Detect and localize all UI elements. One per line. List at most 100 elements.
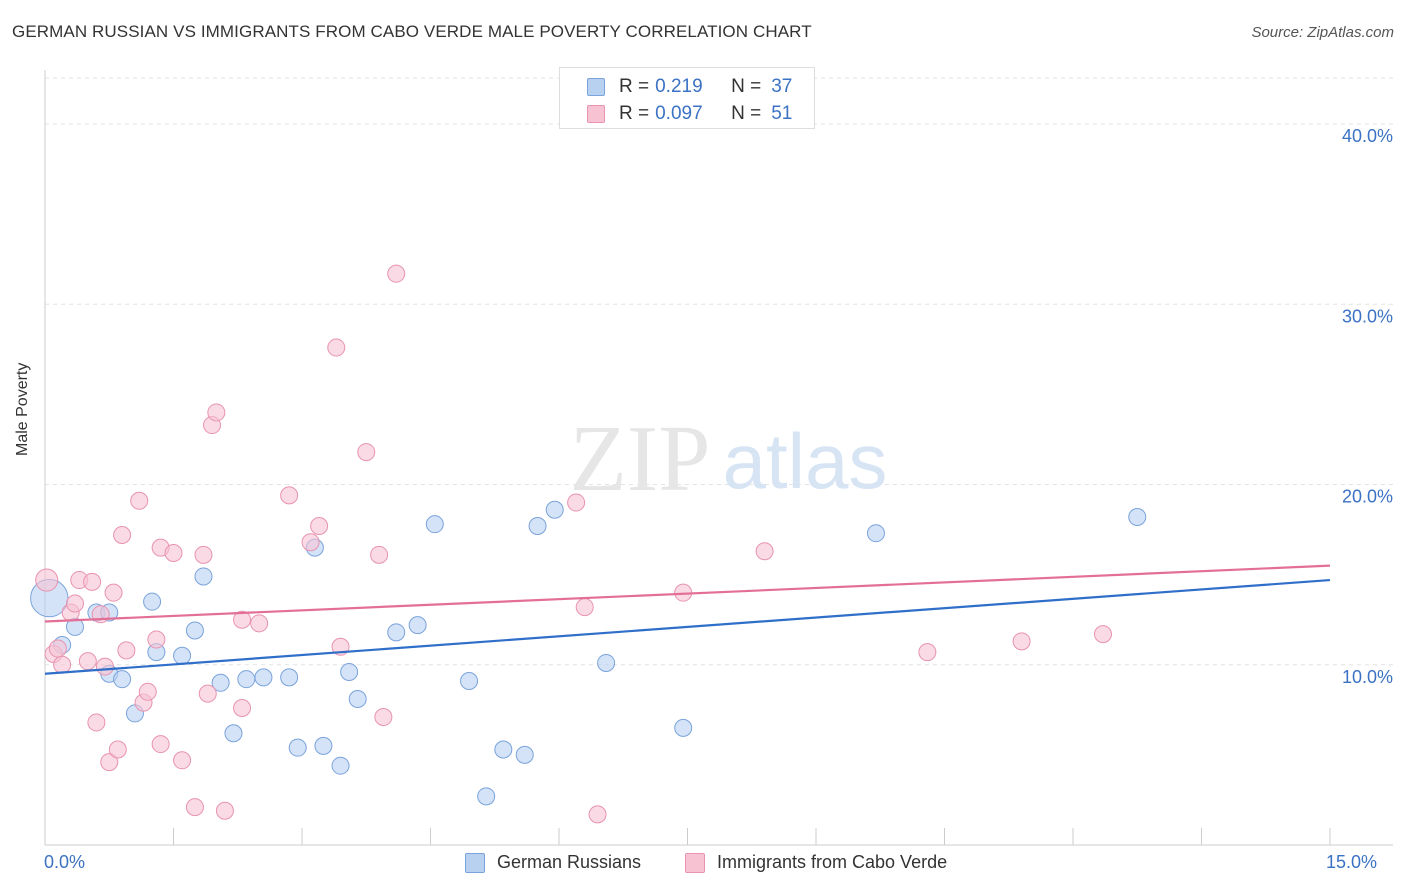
data-point — [1093, 625, 1112, 644]
data-point — [674, 718, 693, 737]
y-tick-label-20: 20.0% — [1342, 487, 1393, 507]
y-tick-label-10: 10.0% — [1342, 667, 1393, 687]
data-point — [224, 724, 243, 743]
data-point — [100, 753, 119, 772]
data-point — [408, 616, 427, 635]
data-point — [301, 533, 320, 552]
legend-label: German Russians — [497, 852, 642, 872]
data-point — [35, 568, 59, 592]
x-axis-min-label: 0.0% — [44, 852, 86, 872]
blue-swatch — [587, 78, 605, 96]
data-point — [185, 621, 204, 640]
data-point — [211, 673, 230, 692]
data-point — [173, 751, 192, 770]
axes — [44, 70, 1393, 846]
data-point — [477, 787, 496, 806]
data-point — [138, 682, 157, 701]
data-point — [545, 500, 564, 519]
data-point — [83, 572, 102, 591]
data-point — [314, 736, 333, 755]
data-point — [194, 567, 213, 586]
pink-swatch — [587, 105, 605, 123]
data-point — [310, 516, 329, 535]
data-point — [1012, 632, 1031, 651]
correlation-legend: R = 0.219 N = 37 R = 0.097 N = 51 — [559, 67, 815, 129]
data-point — [237, 670, 256, 689]
r-value: 0.097 — [655, 103, 703, 124]
data-point — [866, 524, 885, 543]
n-label: N = — [731, 76, 762, 97]
data-point — [387, 623, 406, 642]
data-point — [53, 655, 72, 674]
data-point — [164, 544, 183, 563]
legend-item-german-russians: German Russians — [465, 852, 641, 873]
watermark-zip: ZIP — [570, 407, 711, 511]
data-point — [588, 805, 607, 824]
data-point — [755, 542, 774, 561]
legend-row-german-russians: R = 0.219 N = 37 — [560, 74, 792, 100]
data-point — [597, 653, 616, 672]
data-point — [374, 708, 393, 727]
data-point — [331, 756, 350, 775]
data-point — [254, 668, 273, 687]
data-point — [117, 641, 136, 660]
data-point — [357, 443, 376, 462]
data-point — [327, 338, 346, 357]
data-point — [173, 646, 192, 665]
y-tick-label-30: 30.0% — [1342, 306, 1393, 326]
data-point — [113, 526, 132, 544]
source-credit: Source: ZipAtlas.com — [1251, 24, 1394, 41]
trend-lines — [44, 564, 1331, 675]
y-tick-label-40: 40.0% — [1342, 126, 1393, 146]
data-point — [1128, 507, 1147, 526]
blue-swatch — [465, 852, 485, 873]
data-point — [340, 662, 359, 681]
series-legend: German Russians Immigrants from Cabo Ver… — [0, 852, 1406, 876]
data-point — [78, 652, 97, 671]
legend-label: Immigrants from Cabo Verde — [717, 852, 948, 872]
data-point — [113, 670, 132, 689]
data-point — [143, 592, 162, 611]
legend-row-cabo-verde: R = 0.097 N = 51 — [560, 101, 792, 127]
data-point — [233, 610, 252, 629]
data-point — [288, 738, 307, 757]
n-value: 37 — [771, 76, 793, 97]
german-russians-points — [30, 500, 1147, 806]
legend-item-cabo-verde: Immigrants from Cabo Verde — [685, 852, 947, 873]
data-point — [515, 745, 534, 764]
r-label: R = — [619, 76, 650, 97]
data-point — [198, 684, 217, 703]
data-point — [460, 671, 479, 690]
r-label: R = — [619, 103, 650, 124]
data-point — [348, 690, 367, 709]
data-point — [108, 740, 127, 759]
data-point — [194, 545, 213, 564]
data-point — [215, 801, 234, 820]
data-point — [65, 594, 84, 613]
data-point — [567, 493, 586, 512]
data-point — [250, 614, 269, 633]
data-point — [918, 643, 937, 662]
x-axis-max-label: 15.0% — [1326, 852, 1378, 872]
data-point — [370, 545, 389, 564]
cabo-verde-points — [35, 264, 1112, 824]
data-point — [528, 516, 547, 535]
trend-line-cabo-verde — [44, 564, 1331, 623]
data-point — [147, 630, 166, 649]
data-point — [575, 598, 594, 617]
trend-line-german-russians — [44, 578, 1331, 675]
data-point — [95, 657, 114, 676]
y-axis-label: Male Poverty — [14, 362, 31, 456]
data-point — [130, 491, 149, 510]
watermark-atlas: atlas — [723, 417, 888, 505]
data-point — [494, 740, 513, 759]
pink-swatch — [685, 852, 705, 873]
n-label: N = — [731, 103, 762, 124]
watermark: ZIP atlas — [570, 407, 888, 511]
data-point — [387, 264, 406, 283]
data-point — [280, 486, 299, 505]
n-value: 51 — [771, 103, 793, 124]
data-point — [233, 699, 252, 718]
data-point — [207, 403, 226, 422]
